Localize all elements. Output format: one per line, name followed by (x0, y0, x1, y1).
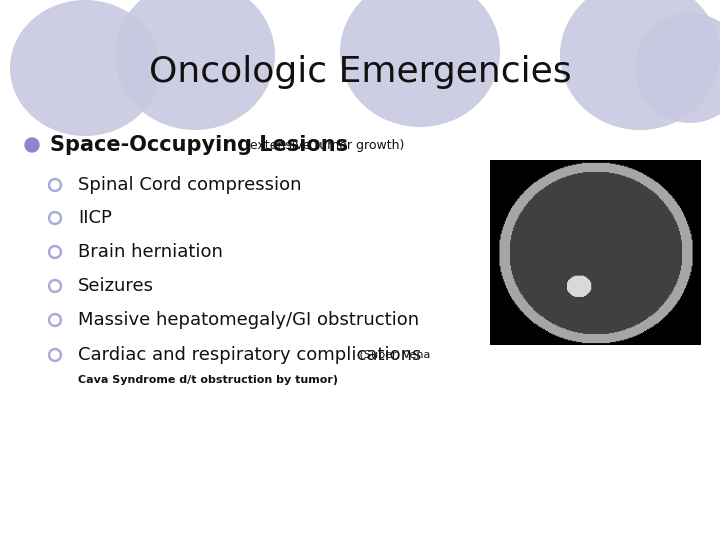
Text: Brain herniation: Brain herniation (78, 243, 223, 261)
Circle shape (51, 282, 59, 290)
Text: Oncologic Emergencies: Oncologic Emergencies (149, 55, 571, 89)
Circle shape (48, 179, 61, 192)
Text: IICP: IICP (78, 209, 112, 227)
Ellipse shape (115, 0, 275, 130)
Circle shape (25, 138, 39, 152)
Circle shape (48, 246, 61, 259)
Circle shape (51, 181, 59, 189)
Ellipse shape (340, 0, 500, 127)
Text: Massive hepatomegaly/GI obstruction: Massive hepatomegaly/GI obstruction (78, 311, 419, 329)
Circle shape (48, 212, 61, 225)
Circle shape (48, 348, 61, 361)
Circle shape (51, 248, 59, 256)
Ellipse shape (560, 0, 720, 130)
Text: Spinal Cord compression: Spinal Cord compression (78, 176, 302, 194)
Circle shape (51, 214, 59, 222)
Circle shape (51, 316, 59, 324)
Ellipse shape (635, 13, 720, 123)
Circle shape (48, 280, 61, 293)
Circle shape (51, 351, 59, 359)
Text: Seizures: Seizures (78, 277, 154, 295)
Text: Cardiac and respiratory complications: Cardiac and respiratory complications (78, 346, 421, 364)
Text: (extensive tumor growth): (extensive tumor growth) (241, 138, 404, 152)
Circle shape (48, 314, 61, 327)
Text: Space-Occupying Lesions: Space-Occupying Lesions (50, 135, 348, 155)
Ellipse shape (10, 0, 160, 136)
Text: Cava Syndrome d/t obstruction by tumor): Cava Syndrome d/t obstruction by tumor) (78, 375, 338, 385)
Text: (Super. Vena: (Super. Vena (356, 350, 430, 360)
